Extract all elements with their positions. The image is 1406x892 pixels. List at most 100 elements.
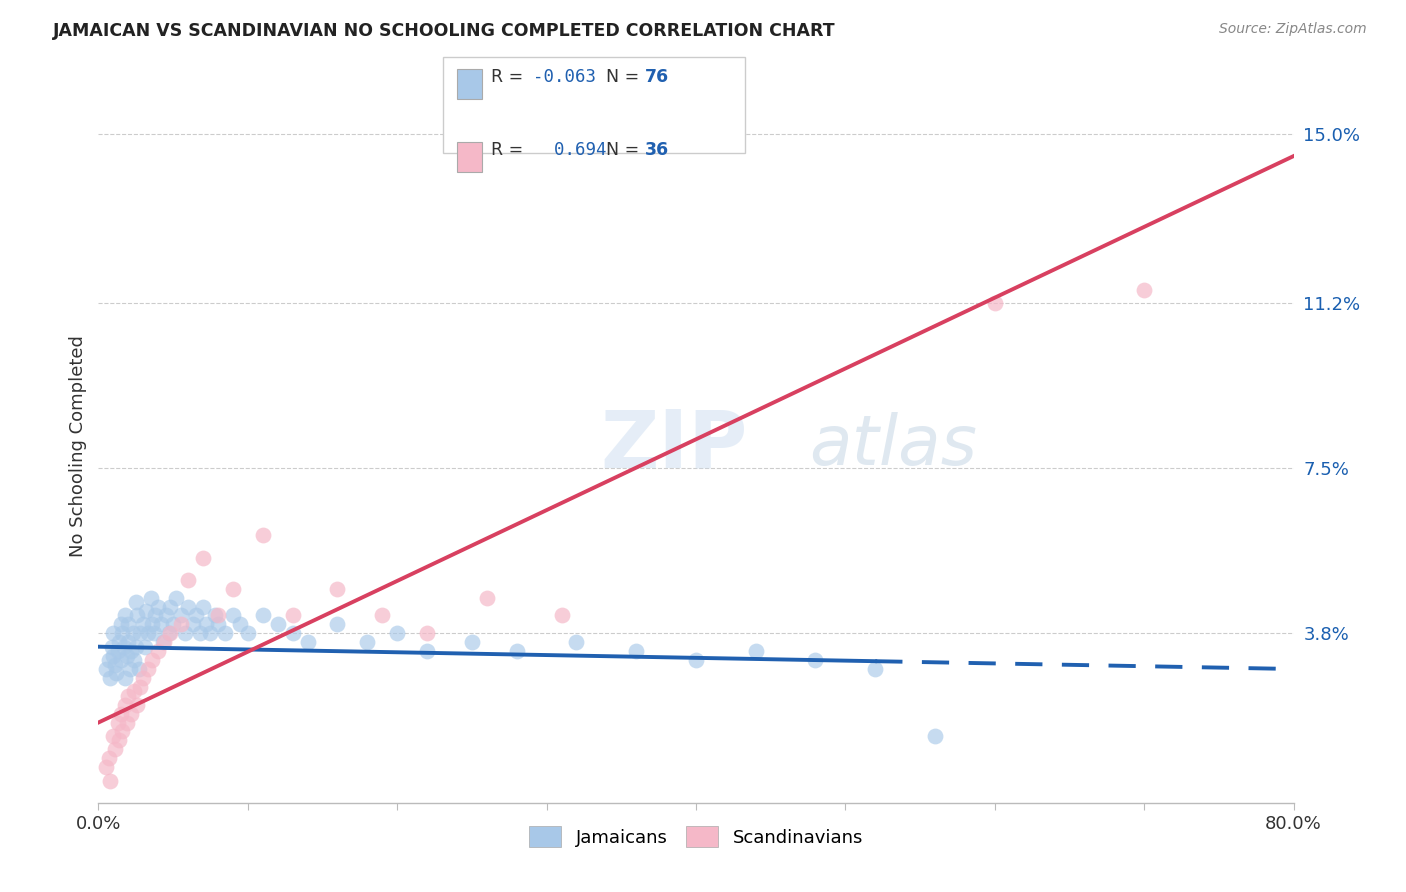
Point bbox=[104, 742, 127, 756]
Point bbox=[107, 644, 129, 658]
Text: R =: R = bbox=[491, 141, 529, 159]
Point bbox=[222, 608, 245, 623]
Point bbox=[177, 599, 200, 614]
Text: N =: N = bbox=[606, 141, 645, 159]
Point bbox=[1133, 283, 1156, 297]
Text: Source: ZipAtlas.com: Source: ZipAtlas.com bbox=[1219, 22, 1367, 37]
Point bbox=[229, 617, 252, 632]
Point bbox=[128, 662, 150, 676]
Point bbox=[924, 729, 946, 743]
Point bbox=[475, 591, 498, 605]
Point bbox=[252, 528, 274, 542]
Point bbox=[101, 640, 124, 654]
Point bbox=[103, 626, 125, 640]
Point bbox=[105, 666, 128, 681]
Point bbox=[110, 706, 132, 721]
Point bbox=[132, 671, 155, 685]
Point bbox=[110, 617, 132, 632]
Point bbox=[115, 715, 138, 730]
Point bbox=[136, 662, 159, 676]
Y-axis label: No Schooling Completed: No Schooling Completed bbox=[69, 335, 87, 557]
Point bbox=[110, 653, 132, 667]
Point bbox=[204, 608, 226, 623]
Point bbox=[165, 591, 187, 605]
Point bbox=[281, 608, 304, 623]
Point bbox=[685, 653, 707, 667]
Point bbox=[984, 296, 1007, 310]
Point bbox=[157, 626, 180, 640]
Text: N =: N = bbox=[606, 68, 645, 86]
Point bbox=[188, 626, 211, 640]
Point bbox=[177, 573, 200, 587]
Point bbox=[104, 657, 127, 672]
Point bbox=[184, 608, 207, 623]
Point bbox=[252, 608, 274, 623]
Point bbox=[127, 698, 149, 712]
Legend: Jamaicans, Scandinavians: Jamaicans, Scandinavians bbox=[522, 819, 870, 855]
Point bbox=[865, 662, 887, 676]
Point bbox=[114, 698, 136, 712]
Point bbox=[153, 635, 176, 649]
Point bbox=[97, 751, 120, 765]
Point bbox=[169, 617, 191, 632]
Point bbox=[181, 617, 204, 632]
Point bbox=[111, 626, 134, 640]
Point bbox=[222, 582, 245, 596]
Point bbox=[191, 550, 214, 565]
Point bbox=[108, 635, 131, 649]
Point bbox=[174, 626, 197, 640]
Point bbox=[112, 640, 135, 654]
Point bbox=[142, 626, 165, 640]
Point bbox=[281, 626, 304, 640]
Point bbox=[416, 626, 439, 640]
Point bbox=[121, 626, 143, 640]
Point bbox=[461, 635, 484, 649]
Point bbox=[159, 599, 181, 614]
Point bbox=[169, 608, 191, 623]
Point bbox=[135, 604, 157, 618]
Point bbox=[94, 760, 117, 774]
Text: atlas: atlas bbox=[810, 412, 977, 480]
Point bbox=[124, 653, 146, 667]
Point bbox=[236, 626, 259, 640]
Point bbox=[416, 644, 439, 658]
Point bbox=[120, 644, 142, 658]
Point bbox=[159, 626, 181, 640]
Point bbox=[97, 653, 120, 667]
Point bbox=[267, 617, 290, 632]
Point bbox=[207, 617, 229, 632]
Text: 36: 36 bbox=[645, 141, 669, 159]
Point bbox=[745, 644, 768, 658]
Text: 0.694: 0.694 bbox=[533, 141, 606, 159]
Point bbox=[804, 653, 827, 667]
Point bbox=[117, 617, 139, 632]
Point bbox=[565, 635, 588, 649]
Point bbox=[103, 648, 125, 663]
Point bbox=[111, 724, 134, 739]
Point bbox=[550, 608, 572, 623]
Text: 76: 76 bbox=[645, 68, 669, 86]
Point bbox=[141, 653, 163, 667]
Point bbox=[129, 626, 152, 640]
Point bbox=[136, 626, 159, 640]
Point bbox=[191, 599, 214, 614]
Point bbox=[139, 591, 162, 605]
Point bbox=[98, 773, 122, 788]
Point bbox=[129, 680, 152, 694]
Point bbox=[94, 662, 117, 676]
Point bbox=[326, 582, 349, 596]
Point bbox=[98, 671, 122, 685]
Point bbox=[114, 671, 136, 685]
Point bbox=[125, 640, 148, 654]
Text: R =: R = bbox=[491, 68, 529, 86]
Point bbox=[120, 706, 142, 721]
Point bbox=[125, 595, 148, 609]
Point bbox=[118, 662, 141, 676]
Point bbox=[114, 608, 136, 623]
Point bbox=[117, 689, 139, 703]
Point bbox=[356, 635, 378, 649]
Point bbox=[326, 617, 349, 632]
Point bbox=[108, 733, 131, 747]
Point bbox=[152, 635, 174, 649]
Point bbox=[297, 635, 319, 649]
